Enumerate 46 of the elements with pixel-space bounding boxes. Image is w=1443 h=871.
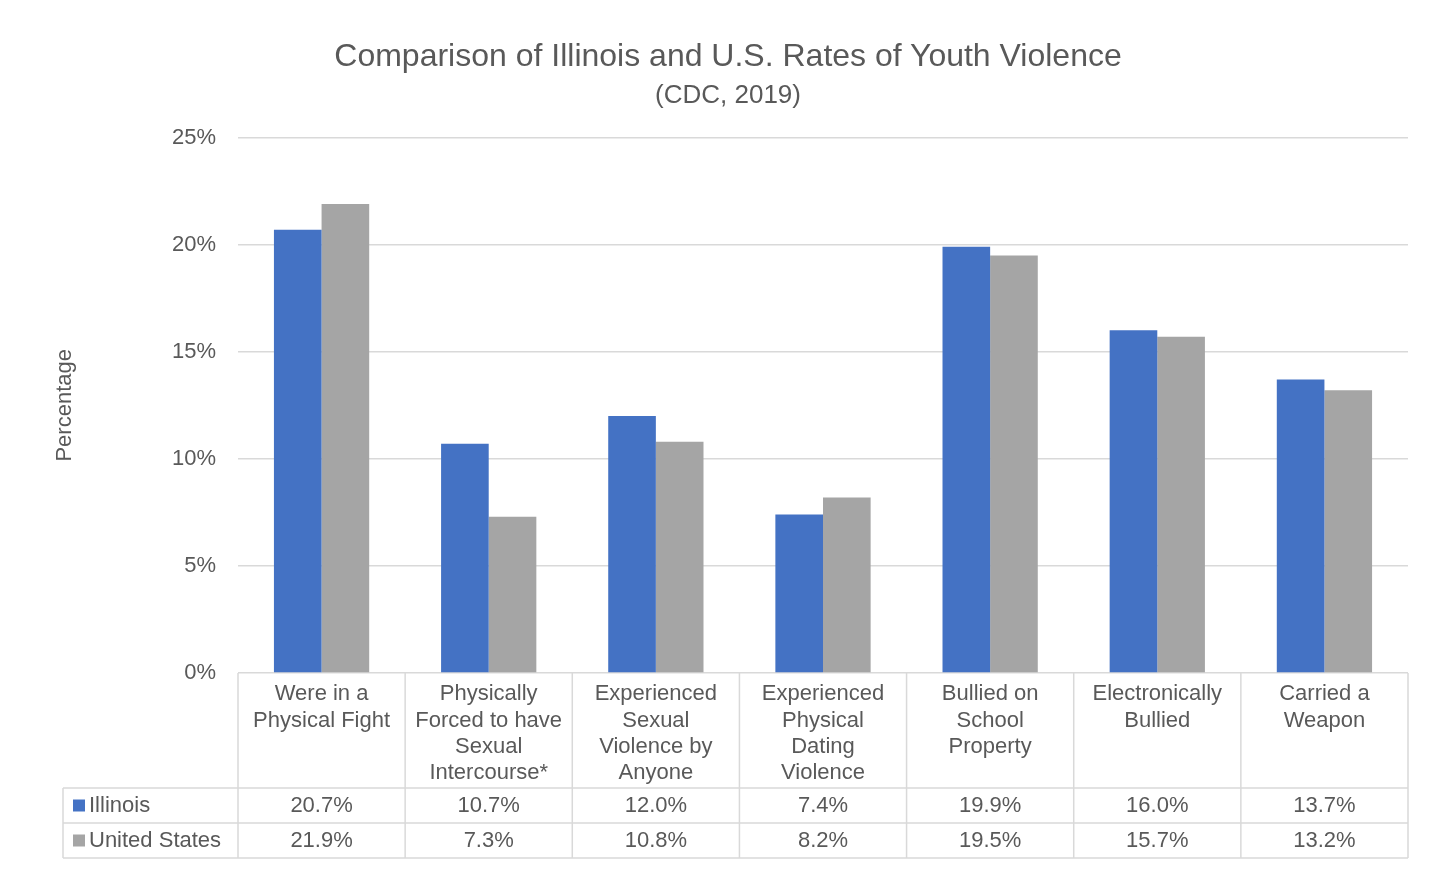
y-axis-title: Percentage: [51, 349, 77, 462]
chart-subtitle: (CDC, 2019): [655, 79, 801, 110]
bar: [655, 441, 704, 673]
data-label: 8.2%: [797, 826, 849, 852]
bar: [1276, 379, 1325, 673]
bar: [608, 416, 656, 673]
bar: [488, 516, 537, 673]
bar: [990, 255, 1038, 673]
data-label: 13.7%: [1293, 791, 1356, 817]
x-tick-label: Experienced Physical Dating Violence: [761, 680, 885, 785]
bar: [1109, 330, 1158, 673]
bar: [1324, 390, 1373, 673]
data-label: 10.8%: [624, 826, 688, 852]
bar: [775, 514, 823, 673]
x-tick-label: Were in a Physical Fight: [253, 680, 391, 732]
x-tick-label: Electronically Bullied: [1092, 680, 1223, 732]
y-tick-label: 10%: [171, 444, 216, 470]
legend-label: Illinois: [89, 791, 151, 817]
data-label: 7.4%: [797, 791, 849, 817]
data-label: 16.0%: [1126, 791, 1189, 817]
data-label: 19.9%: [958, 791, 1022, 817]
bar: [321, 203, 370, 673]
bar: [823, 497, 871, 673]
data-label: 15.7%: [1126, 826, 1189, 852]
x-tick-label: Carried a Weapon: [1279, 680, 1371, 732]
x-tick-label: Experienced Sexual Violence by Anyone: [594, 680, 718, 785]
bar: [273, 229, 322, 673]
legend-label: United States: [89, 826, 222, 852]
y-tick-label: 0%: [184, 659, 216, 685]
y-tick-label: 5%: [184, 551, 216, 577]
x-tick-label: Bullied on School Property: [941, 680, 1039, 759]
y-tick-label: 20%: [171, 230, 216, 256]
bar: [942, 246, 991, 673]
data-label: 7.3%: [463, 826, 514, 852]
bar: [441, 443, 489, 673]
data-label: 12.0%: [624, 791, 688, 817]
data-label: 20.7%: [290, 791, 353, 817]
data-label: 13.2%: [1293, 826, 1356, 852]
x-tick-label: Physically Forced to have Sexual Intercourse*: [415, 680, 563, 785]
data-label: 21.9%: [290, 826, 353, 852]
y-tick-label: 15%: [171, 337, 216, 363]
bar: [1157, 336, 1205, 673]
y-tick-label: 25%: [171, 123, 216, 149]
chart-title: Comparison of Illinois and U.S. Rates of Youth Violence: [334, 37, 1122, 74]
data-label: 10.7%: [457, 791, 520, 817]
data-label: 19.5%: [958, 826, 1022, 852]
